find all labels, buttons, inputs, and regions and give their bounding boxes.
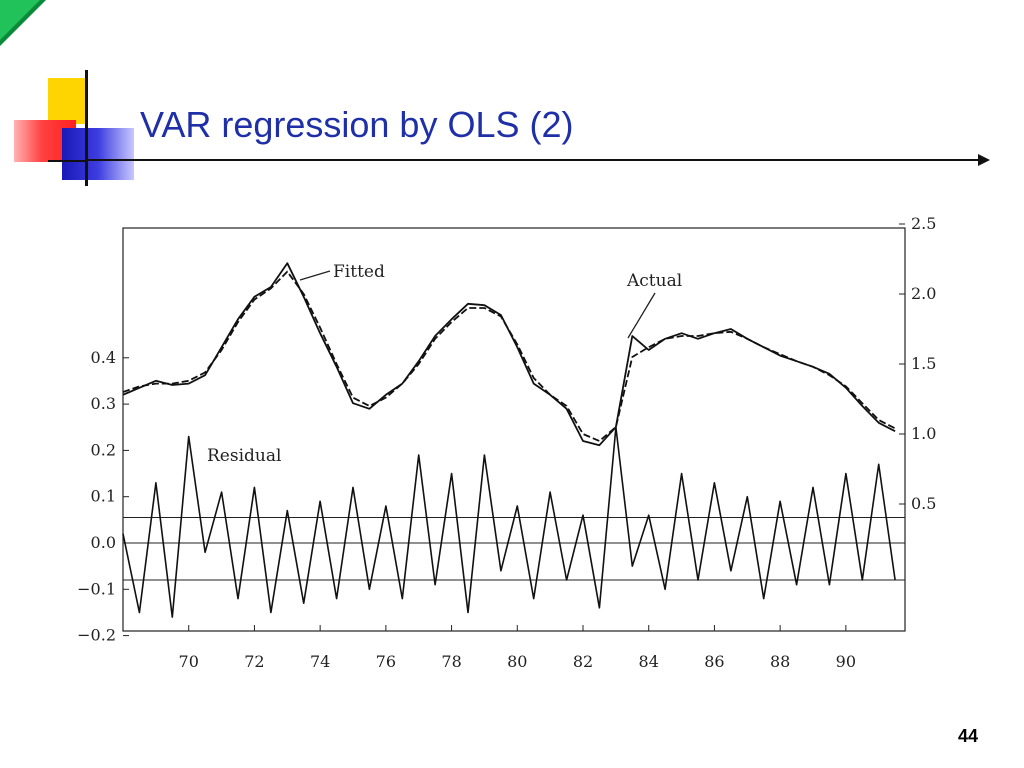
x-axis-tick-label: 82: [573, 652, 593, 671]
left-axis-tick-label: 0.4: [91, 348, 116, 367]
plot-frame: [123, 228, 905, 631]
var-regression-chart: 0.40.30.20.10.0−0.1−0.2 2.52.01.51.00.5 …: [0, 0, 1024, 768]
fitted-annotation: Fitted: [333, 262, 385, 282]
x-axis-tick-label: 84: [639, 652, 659, 671]
right-axis-tick-label: 1.5: [911, 354, 936, 373]
x-axis-tick-label: 88: [770, 652, 790, 671]
x-axis-tick-label: 80: [507, 652, 527, 671]
left-axis-tick-label: 0.2: [91, 440, 116, 459]
x-axis-tick-label: 72: [244, 652, 264, 671]
x-axis-tick-label: 86: [704, 652, 724, 671]
page-number: 44: [958, 726, 978, 747]
residual-annotation: Residual: [207, 446, 281, 466]
right-axis-tick-label: 2.0: [911, 284, 936, 303]
left-axis-tick-label: 0.1: [91, 487, 116, 506]
x-axis-tick-label: 70: [179, 652, 199, 671]
right-axis-tick-label: 0.5: [911, 494, 936, 513]
left-axis-tick-label: 0.3: [91, 394, 116, 413]
right-axis-tick-label: 2.5: [911, 214, 936, 233]
x-axis-tick-label: 78: [441, 652, 461, 671]
series-line-actual: [123, 263, 895, 445]
left-axis-tick-label: 0.0: [91, 533, 116, 552]
left-axis-tick-label: −0.1: [77, 579, 116, 598]
x-axis-tick-label: 74: [310, 652, 330, 671]
actual-annotation: Actual: [626, 271, 682, 291]
x-axis-tick-label: 90: [836, 652, 856, 671]
x-axis-tick-label: 76: [376, 652, 396, 671]
actual-leader-line: [628, 293, 655, 338]
series-line-fitted: [123, 272, 895, 441]
fitted-leader-line: [300, 271, 330, 280]
right-axis-tick-label: 1.0: [911, 424, 936, 443]
left-axis-tick-label: −0.2: [77, 626, 116, 645]
